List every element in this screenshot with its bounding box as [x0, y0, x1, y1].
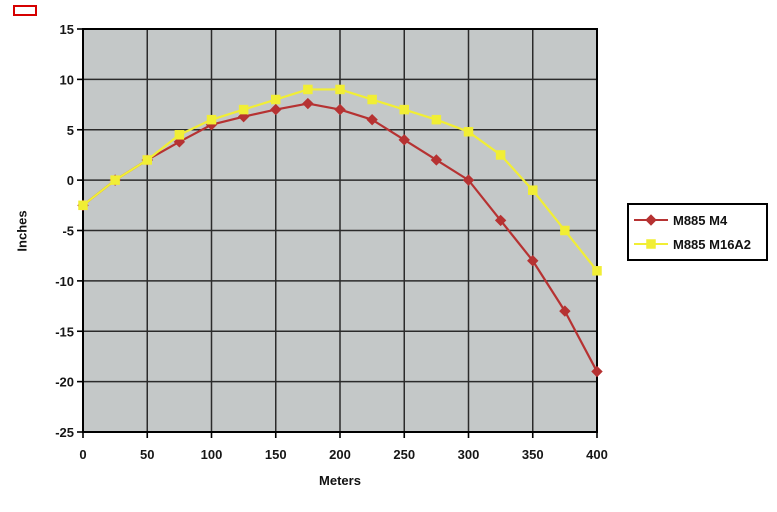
x-tick-label: 100 — [201, 447, 223, 462]
red-rectangle-marker — [13, 5, 37, 16]
series-m885-m4-marker — [398, 134, 410, 146]
legend-item-m885-m16a2: M885 M16A2 — [634, 233, 761, 255]
series-m885-m16a2-marker — [206, 114, 217, 125]
series-m885-m16a2-marker — [78, 200, 88, 211]
series-m885-m16a2-marker — [271, 94, 281, 105]
series-m885-m16a2-marker — [463, 127, 474, 137]
x-tick-label: 250 — [393, 447, 415, 462]
series-m885-m4-marker — [237, 110, 250, 123]
series-m885-m16a2-marker — [528, 185, 538, 195]
y-tick-label: -15 — [55, 324, 74, 339]
x-tick-label: 300 — [458, 447, 480, 462]
series-m885-m16a2-marker — [238, 104, 249, 115]
series-m885-m16a2-marker — [303, 84, 313, 95]
x-tick-label: 200 — [329, 447, 351, 462]
series-m885-m4-marker — [462, 174, 475, 186]
series-m885-m16a2-marker — [399, 104, 409, 115]
x-tick-label: 50 — [140, 447, 154, 462]
legend-marker-red-diamond-icon — [634, 214, 668, 226]
legend-diamond — [645, 214, 657, 226]
series-m885-m16a2-marker — [367, 94, 377, 105]
y-tick-label: -20 — [55, 375, 74, 390]
series-m885-m4-marker — [302, 97, 314, 110]
y-axis-title: Inches — [14, 210, 30, 252]
y-tick-label: 0 — [67, 173, 74, 188]
series-m885-m4-marker — [527, 255, 539, 267]
series-m885-m4-marker — [270, 103, 282, 116]
y-tick-label: -5 — [62, 224, 74, 239]
legend-label-m885-m4: M885 M4 — [673, 212, 728, 228]
series-m885-m16a2-marker — [560, 225, 570, 236]
y-tick-label: 15 — [60, 22, 74, 37]
x-tick-label: 400 — [586, 447, 608, 462]
y-tick-label: -10 — [55, 274, 74, 289]
series-m885-m16a2-marker — [110, 175, 120, 185]
x-axis-title: Meters — [319, 473, 361, 488]
series-m885-m16a2-marker — [592, 266, 602, 276]
series-m885-m4-marker — [366, 113, 378, 126]
series-m885-m16a2-marker — [142, 155, 152, 165]
series-m885-m4-marker — [430, 154, 443, 166]
x-tick-label: 350 — [522, 447, 544, 462]
x-tick-label: 150 — [265, 447, 287, 462]
x-tick-label: 0 — [79, 447, 86, 462]
series-m885-m16a2-marker — [335, 84, 345, 95]
y-tick-label: -25 — [55, 425, 74, 440]
legend-square — [646, 239, 656, 249]
plot-border — [82, 28, 598, 433]
series-m885-m4-marker — [591, 365, 603, 378]
series-m885-m4-marker — [494, 214, 507, 227]
series-m885-m16a2-marker — [174, 130, 185, 140]
series-m885-m4-marker — [334, 103, 346, 116]
series-m885-m16a2-marker — [495, 150, 506, 160]
legend-item-m885-m4: M885 M4 — [634, 209, 761, 231]
y-tick-label: 10 — [60, 72, 74, 87]
legend-label-m885-m16a2: M885 M16A2 — [673, 236, 752, 252]
legend: M885 M4 M885 M16A2 — [627, 203, 768, 261]
series-m885-m16a2 — [78, 84, 602, 276]
y-tick-label: 5 — [67, 123, 74, 138]
series-m885-m4-marker — [559, 305, 571, 317]
series-m885-m16a2-marker — [431, 114, 442, 125]
legend-marker-yellow-square-icon — [634, 239, 668, 249]
